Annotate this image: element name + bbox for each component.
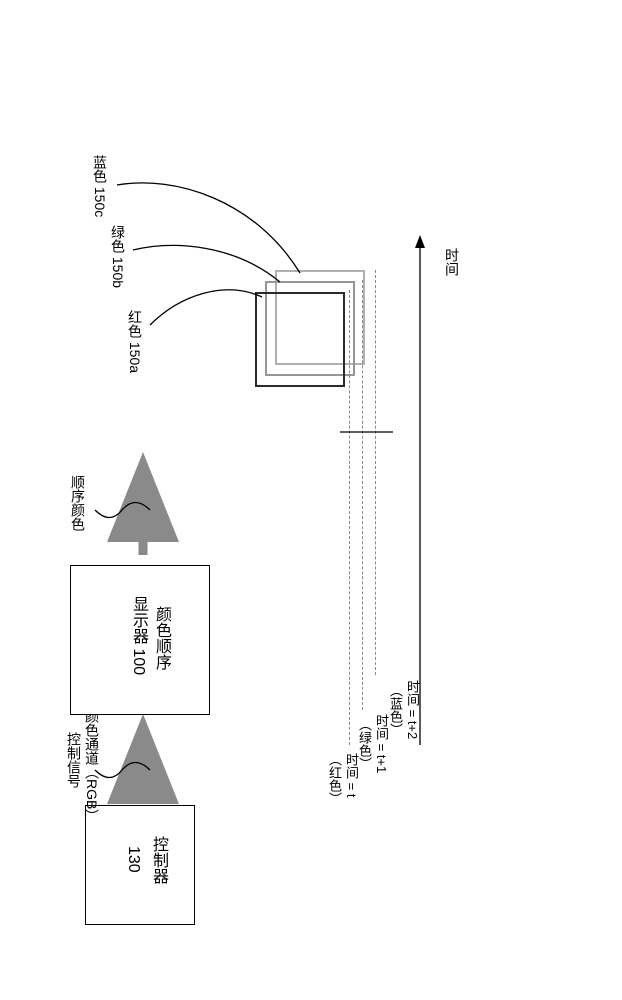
dash-blue bbox=[375, 270, 376, 675]
frame-green-label: 绿色 150b bbox=[108, 225, 128, 288]
frame-red-label: 红色 150a bbox=[125, 310, 145, 373]
dash-red bbox=[349, 290, 350, 745]
time-blue-1: 时间 = t+2 bbox=[403, 680, 422, 739]
dash-green bbox=[362, 280, 363, 710]
controller-label-1: 控制器 bbox=[146, 836, 170, 884]
time-red-2: （红色） bbox=[325, 753, 344, 805]
time-axis-label: 时间 bbox=[442, 248, 462, 276]
controller-label-2: 130 bbox=[124, 846, 142, 873]
display-label-2: 显示器 100 bbox=[126, 596, 150, 675]
frame-blue-label: 蓝色 150c bbox=[90, 155, 110, 217]
seq-color-label: 顺序颜色 bbox=[68, 475, 88, 531]
frame-red bbox=[255, 292, 345, 387]
time-blue-2: （蓝色） bbox=[386, 684, 405, 736]
display-label-1: 颜色顺序 bbox=[149, 606, 173, 670]
display-box: 颜色顺序 显示器 100 bbox=[70, 565, 210, 715]
time-green-2: （绿色） bbox=[355, 718, 374, 770]
rgb-signal-label-2: 控制信号 bbox=[64, 732, 84, 788]
